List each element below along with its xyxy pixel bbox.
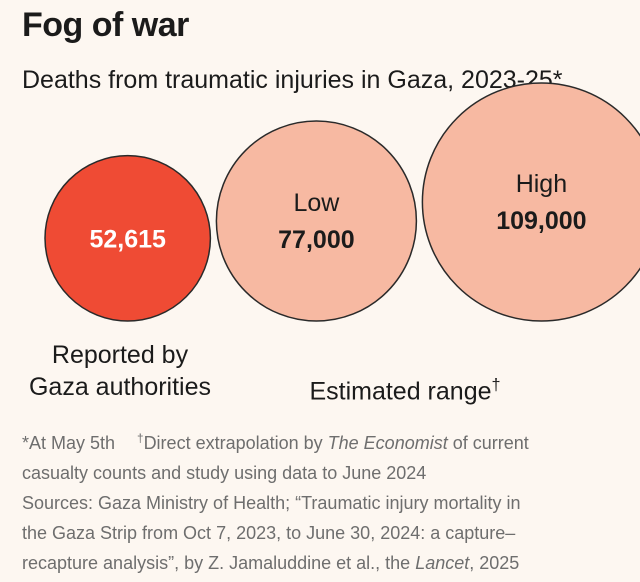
bubble-reported-value: 52,615 xyxy=(89,225,166,253)
bubble-low-value: 77,000 xyxy=(278,226,354,254)
footnote-line: *At May 5th †Direct extrapolation by The … xyxy=(22,432,529,453)
source-line: Sources: Gaza Ministry of Health; “Traum… xyxy=(22,493,521,513)
bubble-chart: 52,615 Low 77,000 High 109,000 xyxy=(44,82,640,322)
bubble-low-label: Low xyxy=(293,189,340,217)
footnotes: *At May 5th †Direct extrapolation by The … xyxy=(22,424,632,578)
category-label-estimated: Estimated range† xyxy=(309,376,501,406)
chart-subtitle: Deaths from traumatic injuries in Gaza, … xyxy=(22,66,563,94)
chart-title: Fog of war xyxy=(22,6,189,44)
source-line: recapture analysis”, by Z. Jamaluddine e… xyxy=(22,553,520,573)
footnote-line: casualty counts and study using data to … xyxy=(22,463,427,483)
bubble-low xyxy=(215,120,418,322)
bubble-reported xyxy=(44,154,212,322)
category-label-reported: Reported by Gaza authorities xyxy=(28,341,212,401)
bubble-high xyxy=(421,82,640,322)
source-line: the Gaza Strip from Oct 7, 2023, to June… xyxy=(22,523,516,543)
bubble-high-label: High xyxy=(516,170,567,198)
bubble-high-value: 109,000 xyxy=(496,207,586,235)
